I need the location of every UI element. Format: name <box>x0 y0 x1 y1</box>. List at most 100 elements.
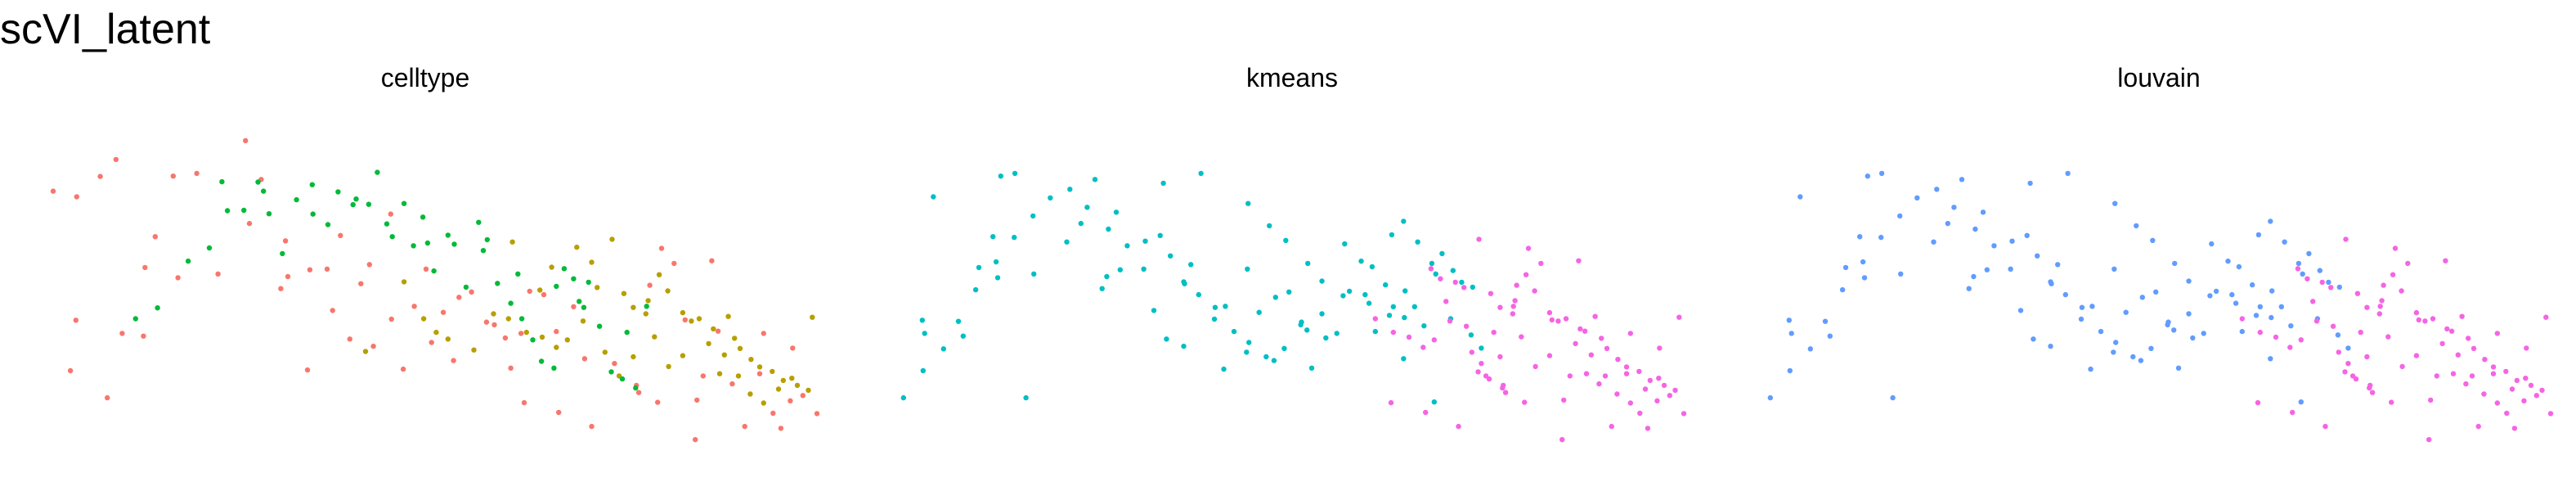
data-point <box>2298 337 2304 343</box>
data-point <box>521 399 527 406</box>
data-point <box>761 331 766 336</box>
data-point <box>2209 241 2215 247</box>
data-point <box>1479 361 1484 367</box>
data-point <box>2514 377 2520 384</box>
data-point <box>2273 334 2279 340</box>
data-point <box>1546 353 1553 358</box>
data-point <box>2031 336 2036 342</box>
data-point <box>1198 170 1204 177</box>
data-point <box>556 409 562 416</box>
data-point <box>294 196 299 203</box>
data-point <box>1389 232 1395 238</box>
data-point <box>1623 371 1630 376</box>
data-point <box>2448 328 2455 334</box>
data-point <box>780 377 786 384</box>
data-point <box>775 386 782 392</box>
data-point <box>920 367 927 374</box>
data-point <box>1592 313 1598 319</box>
data-point <box>2345 345 2351 351</box>
data-point <box>304 367 311 373</box>
data-point <box>445 232 451 238</box>
data-point <box>2298 399 2304 405</box>
data-point <box>2511 426 2518 431</box>
data-point <box>1549 317 1555 323</box>
data-point <box>645 298 651 304</box>
data-point <box>2509 386 2515 392</box>
data-point <box>401 200 407 206</box>
data-point <box>2528 382 2534 389</box>
data-point <box>307 267 313 273</box>
data-point <box>2533 393 2539 399</box>
data-point <box>1787 367 1793 374</box>
data-point <box>2504 410 2510 417</box>
data-point <box>806 387 811 394</box>
data-point <box>2523 376 2529 381</box>
data-point <box>1415 239 1420 245</box>
data-point <box>1245 266 1250 272</box>
data-point <box>900 394 907 401</box>
data-point <box>451 241 457 247</box>
data-point <box>338 232 343 238</box>
data-point <box>1431 337 1438 343</box>
data-point <box>2475 423 2481 430</box>
data-point <box>1067 187 1073 192</box>
data-point <box>2343 236 2349 242</box>
data-point <box>538 358 545 364</box>
data-point <box>709 258 715 264</box>
data-point <box>652 334 657 340</box>
data-point <box>554 283 559 290</box>
data-point <box>1188 262 1194 268</box>
data-point <box>219 178 225 185</box>
data-point <box>1822 318 1829 324</box>
data-point <box>2335 332 2341 338</box>
data-point <box>119 331 125 336</box>
data-point <box>1486 376 1492 382</box>
data-point <box>1614 391 1620 397</box>
data-point <box>940 346 947 352</box>
data-point <box>711 326 716 332</box>
data-point <box>420 214 426 220</box>
data-point <box>2503 368 2509 375</box>
data-point <box>931 194 936 200</box>
data-point <box>539 334 545 340</box>
data-point <box>541 291 547 298</box>
data-point <box>976 264 982 271</box>
data-point <box>1972 226 1978 232</box>
data-point <box>2048 343 2053 349</box>
data-point <box>1971 273 1977 280</box>
data-point <box>665 288 671 294</box>
data-point <box>74 194 80 200</box>
data-point <box>789 376 795 381</box>
data-point <box>1561 397 1567 403</box>
data-point <box>1786 318 1792 323</box>
data-point <box>451 358 456 363</box>
data-point <box>1984 267 1990 273</box>
data-point <box>1560 437 1565 443</box>
data-point <box>608 369 614 375</box>
data-point <box>2268 218 2273 224</box>
data-point <box>2328 285 2334 291</box>
data-point <box>429 340 434 345</box>
data-point <box>1305 260 1311 267</box>
data-point <box>67 367 74 374</box>
data-point <box>2539 387 2545 394</box>
data-point <box>1615 357 1621 363</box>
data-point <box>1839 286 1846 293</box>
data-point <box>2322 423 2328 430</box>
data-point <box>2024 232 2030 238</box>
data-point <box>2268 356 2273 362</box>
data-point <box>1246 340 1252 345</box>
data-point <box>770 368 775 375</box>
data-point <box>1514 282 1519 288</box>
data-point <box>2490 364 2497 370</box>
data-point <box>1491 329 1497 336</box>
data-point <box>2313 318 2320 324</box>
data-point <box>495 281 500 286</box>
data-point <box>1023 394 1029 401</box>
data-point <box>729 381 735 387</box>
data-point <box>523 329 529 336</box>
data-point <box>2213 288 2219 295</box>
data-point <box>1401 218 1407 224</box>
data-point <box>1106 226 1111 232</box>
